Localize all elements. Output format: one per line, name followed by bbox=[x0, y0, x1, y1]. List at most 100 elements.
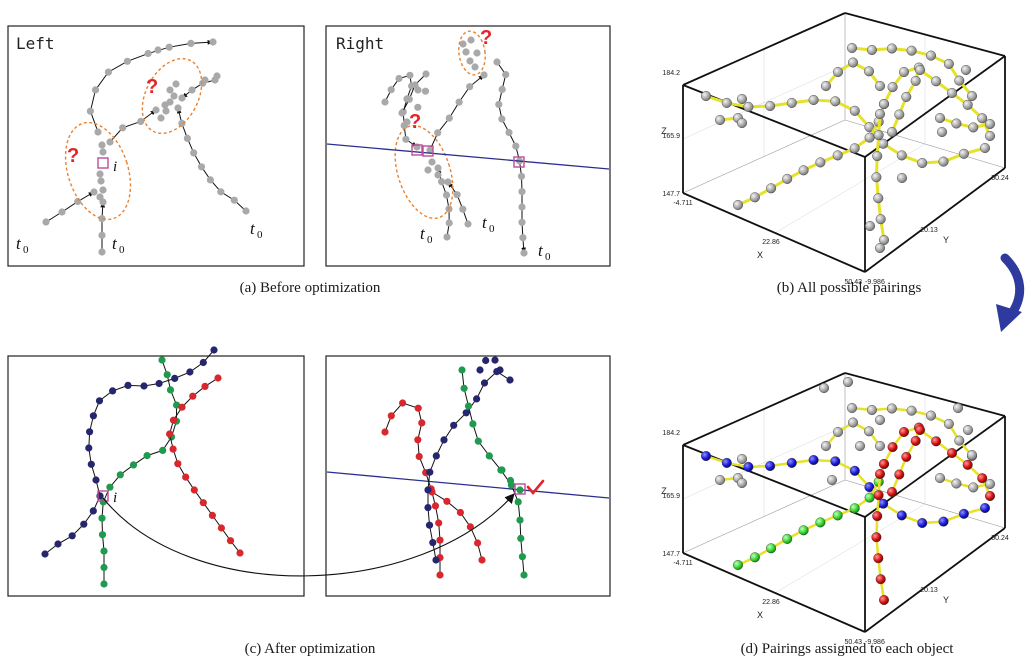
svg-text:t: t bbox=[250, 219, 256, 238]
3d-point bbox=[765, 461, 776, 472]
joint-point bbox=[90, 188, 98, 196]
joint-point bbox=[161, 101, 169, 109]
3d-point bbox=[901, 451, 912, 462]
joint-point bbox=[498, 115, 506, 123]
3d-point bbox=[743, 101, 754, 112]
joint-point bbox=[183, 134, 191, 142]
3d-point bbox=[879, 595, 890, 606]
3d-point bbox=[967, 450, 978, 461]
3d-point bbox=[931, 76, 942, 87]
joint-point bbox=[119, 124, 127, 132]
3d-point bbox=[875, 441, 886, 452]
joint-point bbox=[190, 486, 198, 494]
3d-point bbox=[917, 157, 928, 168]
3d-point bbox=[733, 560, 744, 571]
3d-point bbox=[926, 50, 937, 61]
joint-point bbox=[453, 191, 461, 199]
3d-point bbox=[847, 403, 858, 414]
joint-point bbox=[387, 86, 395, 94]
joint-point bbox=[517, 534, 525, 543]
3d-point bbox=[832, 510, 843, 521]
3d-point bbox=[733, 199, 744, 210]
joint-point bbox=[518, 188, 526, 196]
joint-point bbox=[496, 366, 504, 374]
joint-point bbox=[144, 49, 152, 58]
3d-point bbox=[701, 451, 712, 462]
3d-point bbox=[849, 503, 860, 514]
joint-point bbox=[97, 177, 105, 185]
3d-point bbox=[915, 425, 926, 436]
box-edge bbox=[682, 444, 866, 518]
panel-c-left-skeleton bbox=[41, 346, 244, 588]
joint-point bbox=[518, 553, 527, 561]
joint-point bbox=[464, 220, 472, 228]
y-tick-label: 50.24 bbox=[991, 535, 1009, 542]
box-edge bbox=[844, 12, 1006, 57]
joint-point bbox=[96, 170, 104, 178]
svg-text:0: 0 bbox=[119, 244, 125, 256]
caption-d: (d) Pairings assigned to each object bbox=[741, 641, 955, 657]
joint-point bbox=[170, 92, 178, 100]
panel-d-3d-plot: 184.2 165.9 147.7 Z -4.711 22.86 X 50.43 -9.986 2… bbox=[661, 372, 1009, 646]
joint-point bbox=[506, 376, 514, 384]
joint-point bbox=[201, 382, 209, 390]
3d-point bbox=[968, 122, 979, 133]
joint-point bbox=[201, 76, 209, 84]
x-tick-label: 50.43 bbox=[844, 279, 862, 286]
3d-point bbox=[864, 132, 875, 143]
y-axis-label: Y bbox=[943, 235, 949, 245]
joint-point bbox=[157, 114, 165, 122]
joint-point bbox=[169, 416, 178, 424]
joint-point bbox=[172, 80, 180, 88]
svg-text:0: 0 bbox=[545, 251, 551, 263]
joint-point bbox=[474, 539, 482, 547]
svg-text:0: 0 bbox=[427, 234, 433, 246]
3d-point bbox=[985, 130, 996, 141]
joint-point bbox=[480, 71, 488, 79]
panel-a-right-title: Right bbox=[336, 34, 384, 53]
svg-text:0: 0 bbox=[257, 229, 263, 241]
joint-point bbox=[506, 476, 515, 485]
3d-point bbox=[977, 113, 988, 124]
3d-point bbox=[830, 96, 841, 107]
svg-text:0: 0 bbox=[489, 223, 495, 235]
joint-point bbox=[166, 386, 175, 394]
joint-point bbox=[98, 215, 106, 223]
joint-point bbox=[178, 403, 186, 411]
3d-point bbox=[931, 436, 942, 447]
joint-point bbox=[421, 87, 430, 95]
3d-point bbox=[849, 105, 860, 116]
joint-point bbox=[140, 382, 148, 390]
panel-c-left-frame bbox=[7, 355, 305, 597]
limb-line bbox=[100, 201, 106, 252]
caption-c: (c) After optimization bbox=[245, 641, 376, 657]
joint-point bbox=[432, 556, 440, 564]
joint-point bbox=[445, 114, 453, 122]
joint-point bbox=[129, 461, 138, 469]
joint-point bbox=[493, 58, 501, 66]
joint-point bbox=[466, 523, 474, 531]
joint-point bbox=[444, 178, 452, 186]
3d-point bbox=[766, 183, 777, 194]
joint-point bbox=[424, 486, 432, 494]
joint-point bbox=[213, 72, 221, 80]
joint-point bbox=[98, 231, 106, 239]
joint-point bbox=[434, 164, 442, 172]
3d-point bbox=[808, 94, 819, 105]
joint-point bbox=[387, 412, 395, 420]
joint-point bbox=[516, 486, 524, 494]
joint-point bbox=[381, 428, 389, 436]
joint-point bbox=[152, 106, 160, 114]
joint-point bbox=[98, 248, 106, 256]
joint-point bbox=[155, 379, 163, 388]
z-tick-label: 165.9 bbox=[662, 493, 680, 500]
correspondence-arrow bbox=[102, 493, 515, 577]
joint-point bbox=[429, 539, 437, 547]
joint-point bbox=[158, 356, 166, 364]
joint-point bbox=[434, 171, 442, 179]
x-tick-label: -4.711 bbox=[673, 560, 692, 567]
3d-point bbox=[897, 172, 908, 183]
3d-point bbox=[879, 98, 890, 109]
svg-text:t: t bbox=[538, 241, 544, 260]
3d-point bbox=[833, 66, 844, 77]
